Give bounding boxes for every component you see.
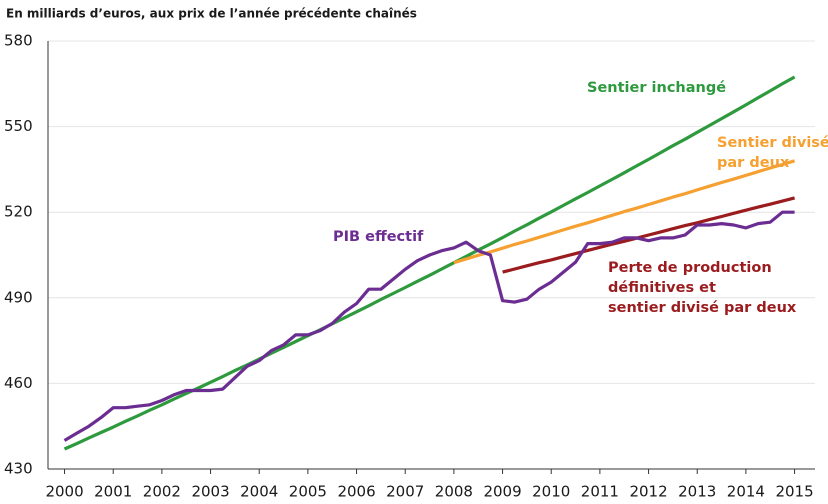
x-tick-label: 2015 (775, 483, 813, 501)
x-tick-label: 2014 (727, 483, 765, 501)
x-tick-label: 2001 (94, 483, 132, 501)
x-tick-label: 2009 (483, 483, 521, 501)
x-tick-label: 2012 (629, 483, 667, 501)
x-tick-label: 2003 (191, 483, 229, 501)
series-label: Perte de production (608, 260, 772, 276)
series-label: définitives et (608, 280, 716, 296)
x-tick-label: 2004 (240, 483, 278, 501)
series-label: Sentier inchangé (587, 80, 726, 96)
x-tick-label: 2005 (289, 483, 327, 501)
x-tick-label: 2000 (45, 483, 83, 501)
x-tick-label: 2010 (532, 483, 570, 501)
y-tick-label: 430 (4, 460, 33, 478)
x-tick-label: 2008 (435, 483, 473, 501)
series-label: PIB effectif (333, 229, 424, 245)
x-tick-label: 2006 (337, 483, 375, 501)
x-tick-label: 2011 (581, 483, 619, 501)
x-tick-label: 2013 (678, 483, 716, 501)
series-line (63, 210, 795, 442)
y-tick-label: 580 (4, 32, 33, 50)
x-tick-label: 2002 (143, 483, 181, 501)
chart-title: En milliards d’euros, aux prix de l’anné… (6, 7, 417, 21)
series-line (453, 159, 796, 265)
series-label: Sentier divisé (717, 135, 828, 151)
series-line (63, 75, 796, 451)
series-label: sentier divisé par deux (608, 300, 797, 316)
y-tick-label: 520 (4, 203, 33, 221)
series-line (502, 196, 796, 274)
y-tick-label: 460 (4, 374, 33, 392)
series-label: par deux (717, 155, 790, 171)
x-tick-label: 2007 (386, 483, 424, 501)
y-tick-label: 550 (4, 117, 33, 135)
y-tick-label: 490 (4, 288, 33, 306)
